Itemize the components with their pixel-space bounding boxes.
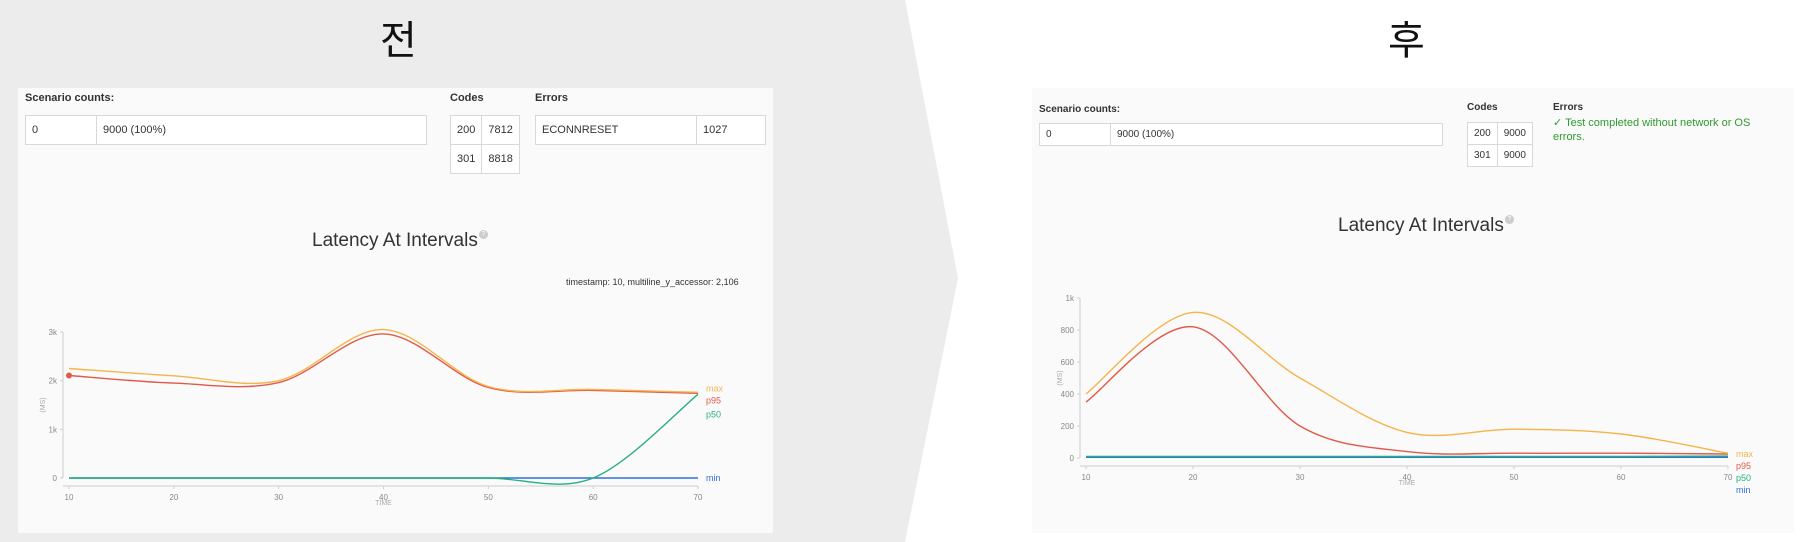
latency-chart-before: 0 1k 2k 3k 10 20 30 40 50 60 70 TIME (MS) max p95 p50 mi…: [40, 328, 724, 507]
series-label-max: max: [1736, 449, 1754, 459]
chart-title-text: Latency At Intervals: [312, 230, 478, 251]
y-tick-label: 0: [53, 474, 58, 483]
hover-point-marker: [66, 372, 72, 379]
code-200-link[interactable]: 200: [449, 115, 483, 145]
error-count: 1027: [696, 115, 766, 145]
y-tick-label: 0: [1070, 454, 1075, 463]
x-tick-label: 30: [1296, 473, 1305, 482]
table-row: 301 8818: [449, 144, 520, 174]
help-icon[interactable]: ?: [478, 230, 488, 239]
scenario-counts-table: 0 9000 (100%): [25, 115, 427, 145]
x-tick-label: 10: [1082, 473, 1091, 482]
code-count: 8818: [481, 144, 520, 174]
series-line-max: [68, 328, 699, 394]
series-label-max: max: [706, 383, 724, 393]
y-tick-label: 2k: [49, 377, 58, 386]
x-tick-label: 70: [694, 493, 703, 502]
chart-title: Latency At Intervals?: [1338, 215, 1514, 237]
y-tick-label: 3k: [49, 328, 58, 337]
before-heading: 전: [380, 18, 417, 64]
table-row: 301 9000: [1467, 144, 1533, 167]
scenario-counts-label: Scenario counts:: [25, 92, 115, 104]
y-tick-label: 800: [1061, 326, 1075, 335]
x-tick-label: 40: [1403, 473, 1412, 482]
x-axis-title: TIME: [375, 500, 392, 507]
x-tick-label: 20: [169, 493, 178, 502]
before-report-panel: Scenario counts: 0 9000 (100%) Codes 200…: [18, 88, 773, 533]
y-axis-title: (MS): [1057, 370, 1064, 385]
scenario-value: 9000 (100%): [1110, 123, 1443, 146]
code-count: 9000: [1496, 144, 1533, 167]
chart-tooltip: timestamp: 10, multiline_y_accessor: 2,1…: [566, 277, 739, 287]
table-row: 0 9000 (100%): [25, 115, 427, 145]
table-row: 200 9000: [1467, 122, 1533, 145]
x-tick-label: 30: [274, 493, 283, 502]
after-report-panel: Scenario counts: 0 9000 (100%) Codes 200…: [1032, 88, 1794, 533]
scenario-counts-label: Scenario counts:: [1039, 104, 1121, 115]
series-label-min: min: [1736, 485, 1751, 495]
x-tick-label: 50: [484, 493, 493, 502]
latency-chart-after: 0 200 400 600 800 1k 10 20 30 40 50 60 70 TIME (MS) max…: [1057, 294, 1754, 495]
y-tick-label: 200: [1061, 422, 1075, 431]
series-label-p95: p95: [706, 395, 721, 405]
series-label-p50: p50: [1736, 473, 1751, 483]
codes-table: 200 9000 301 9000: [1467, 122, 1533, 167]
scenario-counts-table: 0 9000 (100%): [1039, 123, 1443, 146]
series-line-p95: [1085, 326, 1729, 455]
table-row: 200 7812: [449, 115, 520, 145]
errors-success-message: ✓ Test completed without network or OS e…: [1553, 117, 1751, 143]
x-tick-label: 40: [379, 493, 388, 502]
y-tick-label: 400: [1061, 390, 1075, 399]
code-count: 7812: [481, 115, 520, 145]
codes-label: Codes: [450, 92, 484, 104]
x-axis-title: TIME: [1399, 480, 1416, 487]
chart-title-text: Latency At Intervals: [1338, 215, 1504, 236]
y-tick-label: 600: [1061, 358, 1075, 367]
x-tick-label: 50: [1510, 473, 1519, 482]
series-label-min: min: [706, 473, 721, 483]
series-line-p50: [69, 393, 699, 485]
codes-label: Codes: [1467, 102, 1498, 113]
errors-label: Errors: [535, 92, 569, 104]
error-name: ECONNRESET: [535, 115, 697, 145]
table-row: 0 9000 (100%): [1039, 123, 1443, 146]
series-label-p50: p50: [706, 409, 721, 419]
x-tick-label: 70: [1724, 473, 1733, 482]
x-tick-label: 60: [589, 493, 598, 502]
scenario-value: 9000 (100%): [96, 115, 427, 145]
series-line-max: [1085, 311, 1729, 454]
chart-title: Latency At Intervals?: [312, 230, 488, 252]
x-tick-label: 20: [1189, 473, 1198, 482]
codes-table: 200 7812 301 8818: [449, 115, 520, 174]
y-tick-label: 1k: [49, 425, 58, 434]
series-label-p95: p95: [1736, 461, 1751, 471]
help-icon[interactable]: ?: [1504, 215, 1514, 224]
errors-label: Errors: [1553, 102, 1584, 113]
code-301-link[interactable]: 301: [449, 144, 483, 174]
y-tick-label: 1k: [1066, 294, 1075, 303]
x-tick-label: 60: [1617, 473, 1626, 482]
y-axis-title: (MS): [40, 397, 47, 412]
table-row: ECONNRESET 1027: [535, 115, 766, 145]
series-line-p95: [68, 333, 699, 395]
errors-table: ECONNRESET 1027: [535, 115, 766, 145]
x-tick-label: 10: [65, 493, 74, 502]
after-heading: 후: [1388, 18, 1425, 64]
scenario-name: 0: [25, 115, 97, 145]
